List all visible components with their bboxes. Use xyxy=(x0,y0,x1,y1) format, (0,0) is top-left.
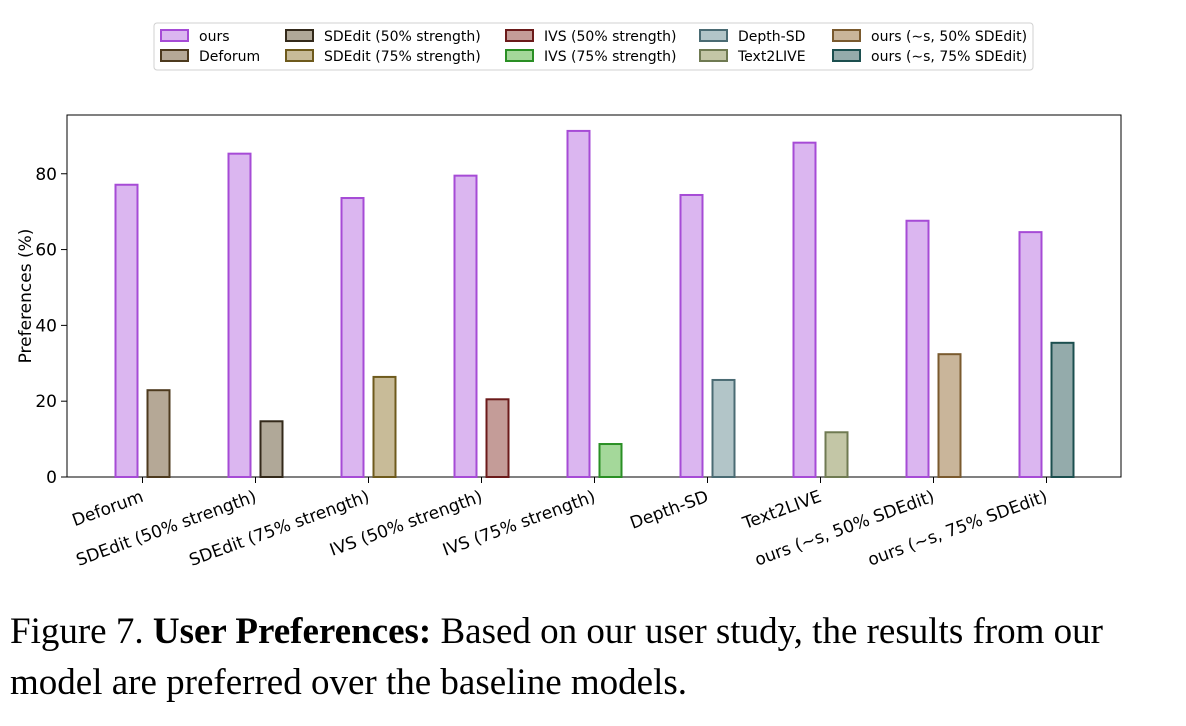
legend-label: SDEdit (50% strength) xyxy=(324,29,481,45)
y-tick-label: 40 xyxy=(35,316,57,336)
bar-ours xyxy=(1018,231,1043,478)
bar-ours xyxy=(679,193,704,479)
x-tick-label: Deforum xyxy=(70,487,147,531)
legend-swatch xyxy=(285,29,314,42)
legend-swatch xyxy=(832,29,861,42)
legend-label: ours (∼s, 50% SDEdit) xyxy=(871,29,1027,45)
bar-baseline xyxy=(598,443,623,479)
bar-ours xyxy=(905,219,930,478)
x-tick-label: Depth-SD xyxy=(628,487,712,534)
legend-swatch xyxy=(505,29,534,42)
bar-baseline xyxy=(1050,341,1075,478)
legend-label: Deforum xyxy=(199,49,260,65)
bar-baseline xyxy=(485,398,510,478)
legend-swatch xyxy=(505,49,534,62)
legend-label: IVS (50% strength) xyxy=(544,29,677,45)
legend-swatch xyxy=(160,29,189,42)
bar-ours xyxy=(340,197,365,478)
legend-label: Text2LIVE xyxy=(737,49,806,65)
legend-label: ours (∼s, 75% SDEdit) xyxy=(871,49,1027,65)
y-tick-label: 20 xyxy=(35,392,57,412)
legend-swatch xyxy=(832,49,861,62)
bar-baseline xyxy=(372,375,397,479)
bar-baseline xyxy=(711,378,736,478)
bar-ours xyxy=(566,129,591,479)
y-tick-label: 80 xyxy=(35,165,57,185)
bar-ours xyxy=(227,152,252,478)
caption-title: User Preferences: xyxy=(152,611,432,652)
caption-figure-number: Figure 7. xyxy=(10,611,144,652)
bar-baseline xyxy=(259,420,284,478)
legend-swatch xyxy=(699,49,728,62)
legend-label: IVS (75% strength) xyxy=(544,49,677,65)
x-tick-label: Text2LIVE xyxy=(739,487,824,534)
legend-box xyxy=(153,22,1034,71)
legend-swatch xyxy=(699,29,728,42)
legend-label: ours xyxy=(199,29,230,45)
caption-text: Based on our user study, the results fro… xyxy=(10,611,1103,703)
legend-label: SDEdit (75% strength) xyxy=(324,49,481,65)
x-tick-label: ours (∼s, 50% SDEdit) xyxy=(752,487,937,571)
bar-baseline xyxy=(824,431,849,479)
x-tick-label: SDEdit (75% strength) xyxy=(187,487,373,571)
plot-frame xyxy=(66,114,1122,478)
y-tick-label: 0 xyxy=(46,468,57,488)
figure-caption: Figure 7. User Preferences: Based on our… xyxy=(10,606,1180,708)
bar-ours xyxy=(453,174,478,479)
legend: ours Deforum SDEdit (50% strength) SDEdit (… xyxy=(153,22,1034,71)
x-tick-label: ours (∼s, 75% SDEdit) xyxy=(865,487,1050,571)
bar-baseline xyxy=(937,353,962,478)
bar-baseline xyxy=(146,389,171,478)
bar-ours xyxy=(792,141,817,478)
x-tick-label: SDEdit (50% strength) xyxy=(74,487,260,571)
legend-swatch xyxy=(160,49,189,62)
legend-swatch xyxy=(285,49,314,62)
bar-ours xyxy=(114,183,139,479)
y-axis-label: Preferences (%) xyxy=(16,229,36,364)
y-tick-label: 60 xyxy=(35,241,57,261)
legend-label: Depth-SD xyxy=(738,29,805,45)
